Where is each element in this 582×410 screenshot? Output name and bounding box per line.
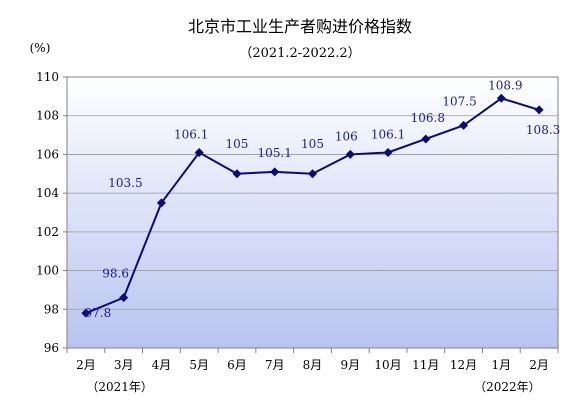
data-label: 106.1 bbox=[174, 127, 208, 141]
y-tick-label: 96 bbox=[44, 341, 59, 355]
data-point bbox=[232, 169, 242, 179]
y-axis-ticks: 96 98 100 102 104 106 108 110 bbox=[36, 70, 67, 355]
data-point bbox=[496, 93, 506, 103]
data-point bbox=[421, 134, 431, 144]
data-label: 106 bbox=[335, 129, 358, 143]
data-point bbox=[156, 198, 166, 208]
data-point bbox=[119, 293, 129, 303]
year-note-2021: （2021年） bbox=[86, 380, 153, 394]
x-tick-label: 5月 bbox=[189, 358, 209, 372]
x-tick-label: 10月 bbox=[374, 358, 401, 372]
x-axis-ticks: 2月 3月 4月 5月 6月 7月 8月 9月 10月 11月 12月 1月 2月 bbox=[66, 348, 559, 372]
data-label: 108.3 bbox=[526, 123, 560, 137]
x-tick-label: 6月 bbox=[227, 358, 247, 372]
x-tick-label: 8月 bbox=[303, 358, 323, 372]
data-point bbox=[194, 147, 204, 157]
data-point bbox=[459, 120, 469, 130]
y-tick-label: 106 bbox=[36, 147, 59, 161]
data-label: 106.1 bbox=[371, 127, 405, 141]
data-label: 108.9 bbox=[488, 78, 522, 92]
data-label: 106.8 bbox=[411, 111, 445, 125]
x-tick-label: 12月 bbox=[450, 358, 477, 372]
x-tick-label: 9月 bbox=[340, 358, 360, 372]
data-label: 97.8 bbox=[85, 306, 112, 320]
data-point bbox=[534, 105, 544, 115]
chart-subtitle: （2021.2-2022.2） bbox=[239, 46, 360, 61]
y-tick-label: 100 bbox=[36, 264, 59, 278]
data-point bbox=[345, 149, 355, 159]
data-labels: 97.8 98.6 103.5 106.1 105 105.1 105 106 106.1 106… bbox=[85, 78, 561, 320]
x-tick-label: 4月 bbox=[152, 358, 172, 372]
data-point bbox=[308, 169, 317, 179]
data-markers bbox=[81, 93, 544, 318]
data-label: 98.6 bbox=[102, 267, 129, 281]
plot-area bbox=[66, 76, 559, 349]
data-label: 103.5 bbox=[108, 176, 142, 190]
y-tick-label: 104 bbox=[36, 186, 59, 200]
data-label: 105.1 bbox=[258, 146, 292, 160]
year-note-2022: （2022年） bbox=[474, 380, 541, 394]
x-tick-label: 1月 bbox=[492, 358, 512, 372]
x-tick-label: 2月 bbox=[76, 358, 96, 372]
data-label: 105 bbox=[226, 137, 249, 151]
y-tick-label: 98 bbox=[44, 302, 59, 316]
y-axis-unit: (%) bbox=[30, 41, 51, 55]
data-point bbox=[383, 147, 393, 157]
y-tick-label: 102 bbox=[36, 225, 59, 239]
x-tick-label: 3月 bbox=[114, 358, 134, 372]
data-label: 105 bbox=[301, 137, 324, 151]
x-tick-label: 7月 bbox=[265, 358, 285, 372]
x-tick-label: 11月 bbox=[412, 358, 439, 372]
data-label: 107.5 bbox=[442, 94, 476, 108]
y-tick-label: 110 bbox=[36, 70, 59, 84]
data-point bbox=[81, 308, 91, 318]
y-tick-label: 108 bbox=[36, 109, 59, 123]
x-tick-label: 2月 bbox=[529, 358, 549, 372]
data-point bbox=[270, 167, 280, 177]
chart-title: 北京市工业生产者购进价格指数 bbox=[188, 17, 412, 36]
